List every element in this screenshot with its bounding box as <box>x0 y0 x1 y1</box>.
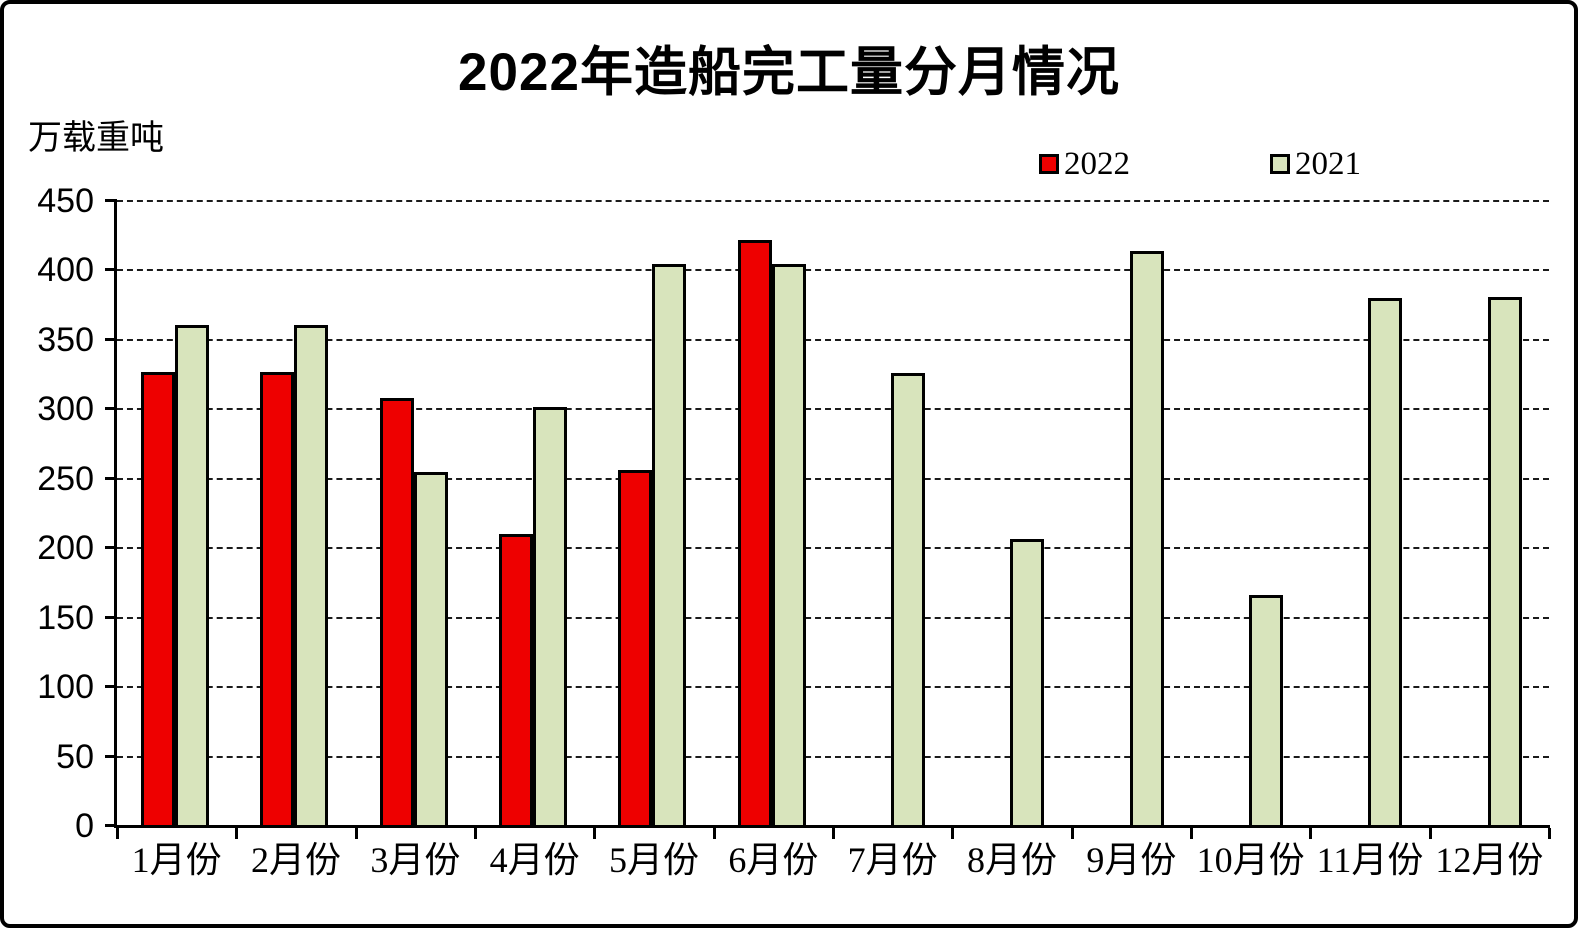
gridline-150 <box>117 616 1549 619</box>
bar-2021-8月份 <box>1010 538 1045 828</box>
plot-area <box>105 199 1551 839</box>
x-label-10月份: 10月份 <box>1196 840 1305 880</box>
y-axis-line <box>114 199 117 828</box>
bar-2021-12月份 <box>1487 296 1522 828</box>
y-tick-400 <box>105 268 114 272</box>
legend-item-2022: 2022 <box>1039 145 1130 182</box>
x-tick-11 <box>1428 828 1432 839</box>
x-label-6月份: 6月份 <box>728 840 819 880</box>
x-tick-3 <box>474 828 477 839</box>
bar-2022-3月份 <box>379 398 414 828</box>
bar-2021-3月份 <box>413 471 448 828</box>
x-label-2月份: 2月份 <box>250 840 341 880</box>
x-tick-0 <box>116 828 119 839</box>
y-tick-150 <box>105 615 114 619</box>
gridline-250 <box>117 477 1549 480</box>
bar-2021-1月份 <box>175 324 209 828</box>
x-tick-10 <box>1309 828 1313 839</box>
x-tick-1 <box>235 828 239 839</box>
legend-swatch-2021 <box>1270 154 1290 174</box>
gridline-450 <box>117 200 1549 202</box>
bar-2021-10月份 <box>1249 595 1283 828</box>
bar-2021-4月份 <box>533 406 567 828</box>
legend-swatch-2022 <box>1039 154 1059 174</box>
x-label-9月份: 9月份 <box>1086 840 1177 880</box>
y-axis-unit-label: 万载重吨 <box>28 120 164 157</box>
y-tick-300 <box>105 407 114 411</box>
y-tick-label-350: 350 <box>37 320 94 359</box>
x-label-8月份: 8月份 <box>966 840 1057 880</box>
y-tick-label-0: 0 <box>75 807 94 845</box>
y-tick-label-100: 100 <box>37 668 94 707</box>
y-tick-0 <box>105 824 114 827</box>
bar-2021-5月份 <box>652 263 687 828</box>
y-tick-label-150: 150 <box>37 598 94 637</box>
x-label-12月份: 12月份 <box>1435 840 1544 880</box>
y-tick-200 <box>105 546 114 550</box>
bar-2021-9月份 <box>1129 251 1164 828</box>
y-tick-450 <box>105 199 114 202</box>
bar-2021-6月份 <box>771 263 806 828</box>
y-tick-label-200: 200 <box>37 529 94 568</box>
x-tick-9 <box>1190 828 1193 839</box>
gridline-300 <box>117 408 1549 411</box>
x-label-4月份: 4月份 <box>489 840 580 880</box>
x-tick-2 <box>354 828 358 839</box>
chart-title: 2022年造船完工量分月情况 <box>458 43 1120 102</box>
y-tick-label-400: 400 <box>37 251 94 290</box>
x-axis-line <box>114 825 1550 828</box>
bar-2022-2月份 <box>260 371 295 828</box>
bar-2022-1月份 <box>141 371 175 828</box>
legend-label-2021: 2021 <box>1295 145 1361 182</box>
x-tick-7 <box>951 828 955 839</box>
x-tick-12 <box>1548 828 1551 839</box>
x-label-5月份: 5月份 <box>608 840 699 880</box>
y-tick-250 <box>105 476 114 480</box>
bar-2022-4月份 <box>499 534 533 828</box>
x-label-1月份: 1月份 <box>131 840 222 880</box>
gridline-50 <box>117 755 1549 758</box>
y-tick-label-450: 450 <box>37 182 94 220</box>
bar-2021-2月份 <box>294 324 329 828</box>
y-tick-label-50: 50 <box>56 737 94 776</box>
x-label-3月份: 3月份 <box>370 840 461 880</box>
x-label-7月份: 7月份 <box>847 840 938 880</box>
y-tick-350 <box>105 337 114 341</box>
bar-2021-11月份 <box>1368 298 1403 828</box>
y-tick-label-250: 250 <box>37 459 94 498</box>
y-tick-label-300: 300 <box>37 390 94 429</box>
x-tick-5 <box>712 828 716 839</box>
gridline-200 <box>117 547 1549 550</box>
legend-label-2022: 2022 <box>1064 145 1130 182</box>
x-label-11月份: 11月份 <box>1316 840 1424 880</box>
legend-item-2021: 2021 <box>1270 145 1361 182</box>
bar-2022-6月份 <box>737 239 772 828</box>
x-tick-6 <box>832 828 835 839</box>
bar-2021-7月份 <box>891 373 925 828</box>
x-tick-4 <box>593 828 597 839</box>
x-tick-8 <box>1070 828 1074 839</box>
y-tick-100 <box>105 685 114 689</box>
gridline-100 <box>117 686 1549 689</box>
bar-2022-5月份 <box>618 470 653 828</box>
gridline-400 <box>117 269 1549 272</box>
y-tick-50 <box>105 754 114 758</box>
gridline-350 <box>117 338 1549 341</box>
